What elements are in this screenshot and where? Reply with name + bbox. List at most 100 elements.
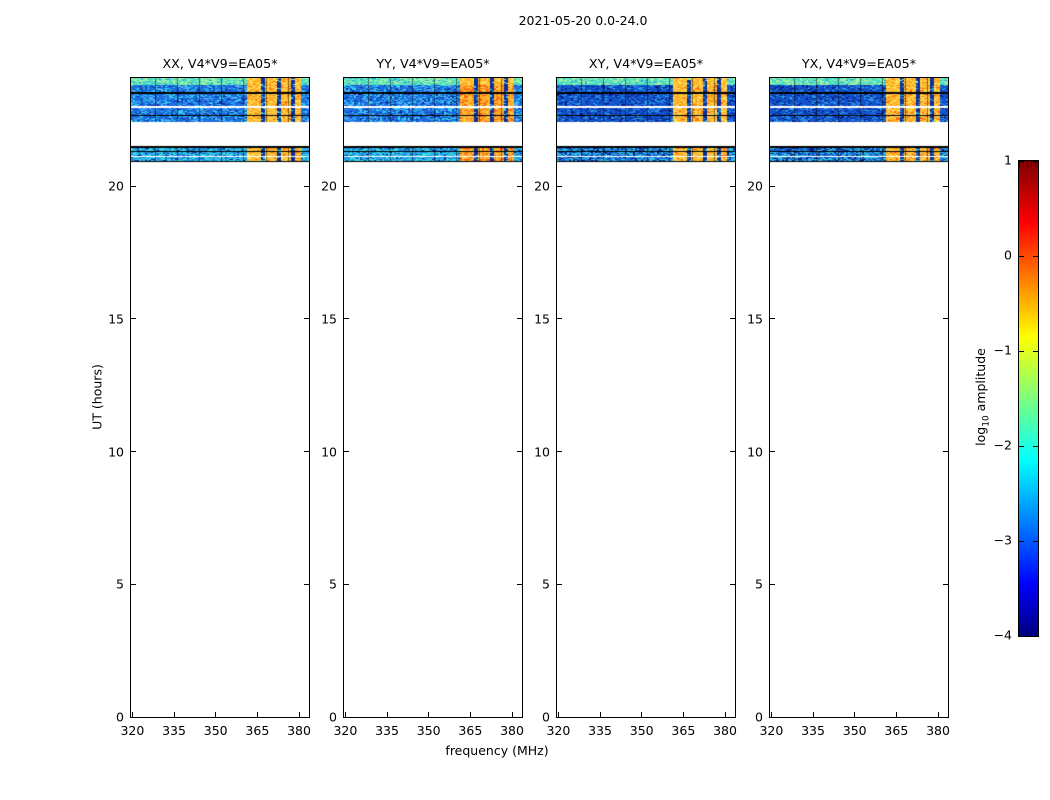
y-tick [517, 716, 522, 718]
colorbar-tick-label: −1 [993, 342, 1012, 358]
y-tick [770, 185, 775, 187]
y-tick [730, 583, 735, 585]
y-tick [770, 451, 775, 453]
x-tick-label: 365 [245, 723, 270, 738]
x-tick [215, 712, 217, 717]
y-tick [943, 583, 948, 585]
x-tick-label: 335 [162, 723, 186, 738]
y-tick-label: 15 [534, 311, 550, 327]
x-tick-label: 380 [287, 723, 311, 738]
colorbar-tick-label: 0 [1004, 247, 1012, 263]
colorbar-tick [1019, 445, 1024, 447]
colorbar-tick [1033, 540, 1038, 542]
heatmap-xx [131, 78, 309, 717]
x-tick-label: 380 [500, 723, 524, 738]
colorbar-tick-label: 1 [1004, 152, 1012, 168]
y-tick-label: 10 [108, 444, 124, 460]
colorbar-bottom-hatch [1019, 630, 1038, 636]
y-tick [730, 318, 735, 320]
x-tick [511, 712, 513, 717]
x-tick-label: 320 [120, 723, 145, 738]
x-tick [895, 712, 897, 717]
colorbar-top-hatch [1019, 161, 1038, 167]
y-tick [557, 583, 562, 585]
x-tick [344, 712, 346, 717]
y-tick [557, 185, 562, 187]
x-tick [428, 712, 430, 717]
y-tick-label: 0 [755, 709, 763, 725]
x-tick-label: 365 [884, 723, 909, 738]
colorbar-label-subscript: 10 [981, 415, 992, 427]
y-tick-label: 10 [747, 444, 763, 460]
colorbar-tick [1019, 350, 1024, 352]
y-tick-label: 15 [108, 311, 124, 327]
y-tick-label: 5 [542, 576, 550, 592]
colorbar-tick [1019, 540, 1024, 542]
panel-title-yy: YY, V4*V9=EA05* [376, 56, 490, 71]
x-tick [854, 712, 856, 717]
y-tick [770, 318, 775, 320]
y-tick [770, 583, 775, 585]
x-tick-label: 380 [926, 723, 950, 738]
subplot-yx: YX, V4*V9=EA05* 0 5 10 15 20 320 335 350 365 380 [747, 56, 950, 738]
x-tick-label: 350 [842, 723, 867, 738]
y-tick [730, 185, 735, 187]
colorbar-tick [1033, 445, 1038, 447]
x-tick [599, 712, 601, 717]
panel-title-xy: XY, V4*V9=EA05* [588, 56, 704, 71]
x-axis-label: frequency (MHz) [445, 743, 549, 758]
x-tick-label: 380 [713, 723, 737, 738]
y-tick [131, 716, 136, 718]
x-tick-label: 320 [546, 723, 571, 738]
y-tick [344, 451, 349, 453]
colorbar-gradient [1019, 161, 1038, 636]
y-tick [344, 185, 349, 187]
y-axis-label: UT (hours) [89, 364, 105, 430]
x-tick [937, 712, 939, 717]
y-tick [770, 716, 775, 718]
x-tick-label: 350 [416, 723, 441, 738]
heatmap-yy [344, 78, 522, 717]
x-tick-label: 335 [375, 723, 399, 738]
y-tick [304, 451, 309, 453]
x-tick-label: 320 [333, 723, 358, 738]
y-tick [344, 716, 349, 718]
x-tick-label: 350 [203, 723, 228, 738]
y-tick-label: 0 [116, 709, 124, 725]
y-tick [344, 583, 349, 585]
x-tick [298, 712, 300, 717]
y-tick-label: 5 [755, 576, 763, 592]
y-tick [517, 583, 522, 585]
y-tick [517, 318, 522, 320]
y-tick [943, 451, 948, 453]
x-tick-label: 365 [458, 723, 483, 738]
y-tick-label: 10 [321, 444, 337, 460]
y-tick-label: 5 [116, 576, 124, 592]
x-tick [256, 712, 258, 717]
y-tick [131, 318, 136, 320]
x-tick [131, 712, 133, 717]
subplot-yy: YY, V4*V9=EA05* 0 5 10 15 20 320 335 350 365 380 [321, 56, 524, 738]
y-tick-label: 20 [321, 178, 337, 194]
subplot-xy: XY, V4*V9=EA05* 0 5 10 15 20 320 335 350 365 380 [534, 56, 737, 738]
colorbar [1018, 160, 1039, 637]
y-tick-label: 15 [321, 311, 337, 327]
y-tick [557, 318, 562, 320]
y-tick-label: 20 [108, 178, 124, 194]
y-tick-label: 10 [534, 444, 550, 460]
x-tick [173, 712, 175, 717]
colorbar-tick [1033, 635, 1038, 637]
y-tick [131, 451, 136, 453]
x-tick [812, 712, 814, 717]
y-tick-label: 0 [542, 709, 550, 725]
x-tick-label: 335 [801, 723, 825, 738]
x-tick [682, 712, 684, 717]
y-tick [304, 716, 309, 718]
x-tick [724, 712, 726, 717]
y-tick [943, 716, 948, 718]
y-tick [344, 318, 349, 320]
y-tick [131, 583, 136, 585]
colorbar-tick [1033, 255, 1038, 257]
x-tick-label: 350 [629, 723, 654, 738]
colorbar-label-prefix: log [972, 426, 988, 446]
